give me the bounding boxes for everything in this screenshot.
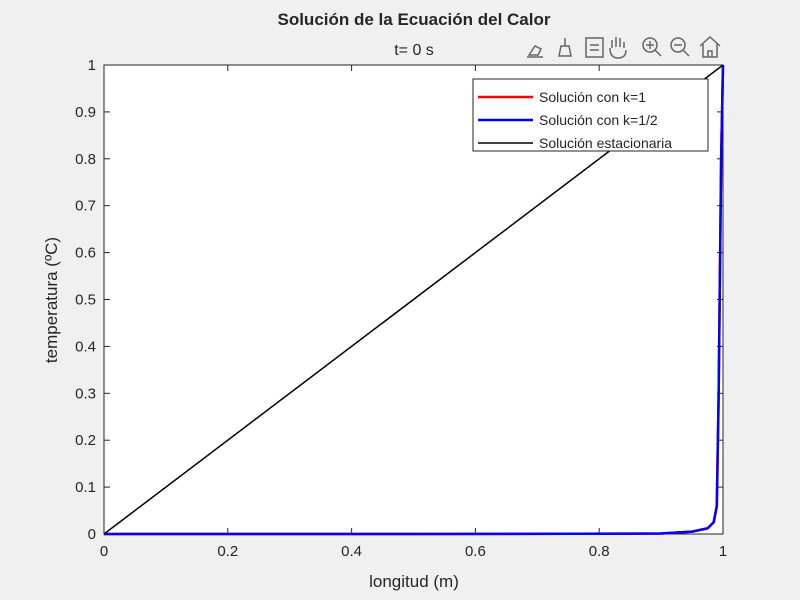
- y-tick-label: 0.4: [75, 338, 96, 355]
- axes-toolbar[interactable]: [527, 35, 721, 59]
- chart-subtitle: t= 0 s: [394, 42, 434, 59]
- brush-icon[interactable]: [558, 38, 572, 57]
- legend-label: Solución estacionaria: [539, 135, 672, 151]
- y-tick-label: 0.3: [75, 385, 96, 402]
- series-line-2: [104, 64, 725, 536]
- x-tick-label: 0.2: [217, 543, 238, 560]
- y-tick-label: 0.9: [75, 104, 96, 121]
- legend[interactable]: Solución con k=1 Solución con k=1/2 Soluci…: [472, 78, 709, 152]
- x-axis-label: longitud (m): [369, 572, 459, 591]
- data-tips-icon[interactable]: [527, 45, 543, 58]
- x-tick-label: 0.4: [341, 543, 362, 560]
- y-tick-label: 0: [88, 526, 96, 543]
- legend-label: Solución con k=1: [539, 89, 646, 105]
- y-tick-label: 0.8: [75, 151, 96, 168]
- y-tick-label: 0.2: [75, 432, 96, 449]
- x-tick-label: 0.6: [465, 543, 486, 560]
- x-tick-label: 0: [100, 543, 108, 560]
- x-tick-label: 0.8: [589, 543, 610, 560]
- y-tick-label: 0.1: [75, 479, 96, 496]
- y-tick-label: 0.5: [75, 292, 96, 309]
- legend-icon[interactable]: [585, 37, 604, 58]
- home-icon[interactable]: [699, 35, 721, 58]
- legend-label: Solución con k=1/2: [539, 112, 658, 128]
- y-axis-label: temperatura (ºC): [42, 237, 61, 363]
- y-tick-label: 0.6: [75, 245, 96, 262]
- y-tick-label: 1: [88, 57, 96, 74]
- zoom-in-icon[interactable]: [642, 37, 662, 57]
- x-tick-label: 1: [719, 543, 727, 560]
- pan-icon[interactable]: [609, 37, 627, 59]
- chart-title: Solución de la Ecuación del Calor: [277, 10, 550, 29]
- y-tick-label: 0.7: [75, 198, 96, 215]
- zoom-out-icon[interactable]: [670, 37, 690, 57]
